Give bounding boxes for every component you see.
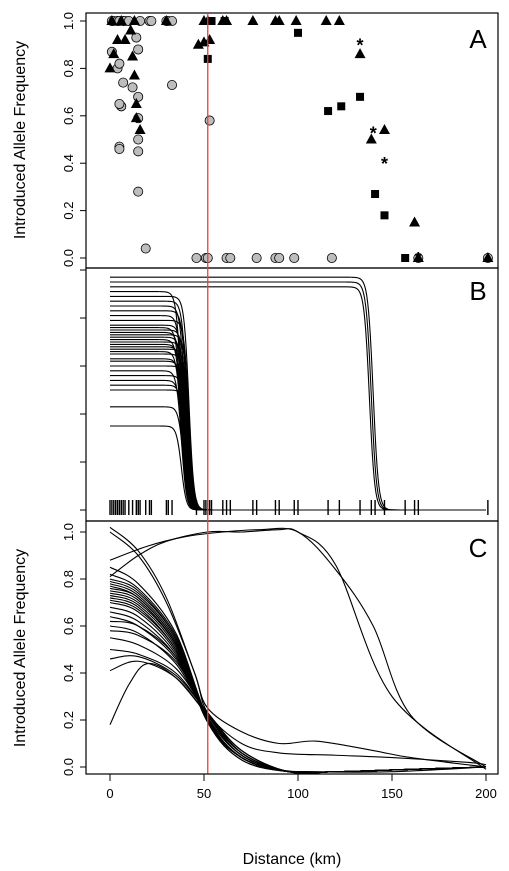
- square-point: [324, 107, 333, 116]
- panel-c-y-tick-label: 0.2: [61, 711, 76, 729]
- panel-a-y-tick-label: 0.6: [61, 107, 76, 125]
- square-point: [356, 92, 365, 101]
- triangle-point: [333, 15, 345, 25]
- triangle-point: [290, 15, 302, 25]
- circle-point: [274, 252, 285, 263]
- triangle-point: [125, 24, 137, 35]
- circle-point: [133, 44, 144, 55]
- x-axis-title: Distance (km): [243, 851, 342, 868]
- panel-a-y-tick-label: 1.0: [61, 12, 76, 30]
- panel-b-y-axis: [80, 269, 86, 511]
- star-point: *: [415, 249, 422, 269]
- circle-point: [114, 58, 125, 69]
- panel-c-y-axis: 0.0 0.2 0.4 0.6 0.8 1.0: [61, 523, 86, 776]
- circle-point: [326, 252, 337, 263]
- square-point: [294, 28, 302, 37]
- panel-c-plot: [109, 526, 487, 774]
- circle-point: [140, 243, 151, 254]
- x-tick-label: 150: [381, 786, 403, 801]
- circle-point: [114, 143, 125, 154]
- circle-point: [131, 32, 142, 43]
- triangle-point: [130, 112, 142, 123]
- circle-point: [167, 79, 178, 90]
- panel-a-y-axis: 0.0 0.2 0.4 0.6 0.8 1.0: [61, 12, 86, 267]
- triangle-point: [273, 15, 285, 25]
- circle-point: [127, 82, 138, 93]
- square-point: [371, 190, 380, 199]
- x-tick-label: 0: [106, 786, 113, 801]
- x-tick-label: 200: [475, 786, 497, 801]
- panel-a-plot: ****: [104, 15, 494, 269]
- triangle-point: [127, 50, 139, 61]
- triangle-point: [320, 15, 332, 25]
- triangle-point: [128, 69, 140, 80]
- triangle-point: [204, 33, 216, 44]
- panel-b-plot: [109, 276, 489, 515]
- triangle-point: [119, 33, 131, 44]
- panel-a-y-tick-label: 0.0: [61, 249, 76, 267]
- panel-c-y-tick-label: 1.0: [61, 523, 76, 541]
- triangle-point: [108, 48, 120, 59]
- panel-c-label: C: [469, 533, 488, 563]
- circle-point: [114, 98, 125, 109]
- circle-point: [133, 91, 144, 102]
- square-point: [401, 254, 410, 262]
- circle-point: [225, 252, 236, 263]
- x-tick-label: 50: [197, 786, 211, 801]
- circle-point: [146, 15, 157, 26]
- panel-a-label: A: [469, 24, 487, 54]
- star-point: *: [381, 154, 388, 174]
- triangle-point: [482, 252, 494, 262]
- frequency-curve: [109, 528, 487, 770]
- panel-a-y-tick-label: 0.8: [61, 59, 76, 77]
- square-point: [207, 17, 216, 25]
- triangle-point: [160, 15, 172, 25]
- triangle-point: [104, 62, 116, 73]
- circle-point: [289, 252, 300, 263]
- triangle-point: [128, 15, 140, 25]
- triangle-point: [378, 124, 390, 135]
- circle-point: [204, 115, 215, 126]
- frequency-curve: [109, 620, 487, 774]
- panel-c-y-tick-label: 0.4: [61, 664, 76, 682]
- square-point: [337, 102, 346, 111]
- triangle-point: [112, 33, 124, 44]
- circle-point: [191, 252, 202, 263]
- triangle-point: [130, 97, 142, 108]
- panel-a-y-tick-label: 0.2: [61, 202, 76, 220]
- triangle-point: [365, 133, 377, 144]
- star-point: *: [370, 123, 377, 143]
- square-point: [380, 211, 389, 220]
- circle-point: [133, 146, 144, 157]
- panel-c-x-axis: 0 50 100 150 200: [106, 773, 497, 801]
- panel-a-y-tick-label: 0.4: [61, 154, 76, 172]
- triangle-point: [354, 48, 366, 59]
- panel-c-y-tick-label: 0.6: [61, 617, 76, 635]
- panel-c-y-axis-title: Introduced Allele Frequency: [12, 549, 29, 747]
- star-point: *: [357, 36, 364, 56]
- circle-point: [133, 134, 144, 145]
- triangle-point: [412, 252, 424, 262]
- circle-point: [118, 77, 129, 88]
- frequency-curve: [109, 526, 487, 768]
- circle-point: [133, 186, 144, 197]
- triangle-point: [134, 124, 146, 135]
- square-point: [220, 17, 229, 25]
- panel-c-y-tick-label: 0.0: [61, 758, 76, 776]
- triangle-point: [247, 15, 259, 25]
- panel-c-y-tick-label: 0.8: [61, 570, 76, 588]
- triangle-point: [115, 15, 127, 25]
- triangle-point: [106, 15, 118, 25]
- x-tick-label: 100: [287, 786, 309, 801]
- frequency-curve: [109, 527, 487, 768]
- frequency-curve: [109, 531, 487, 766]
- circle-point: [251, 252, 262, 263]
- panel-b-label: B: [469, 276, 486, 306]
- panel-a-y-axis-title: Introduced Allele Frequency: [12, 41, 29, 239]
- triangle-point: [409, 216, 421, 227]
